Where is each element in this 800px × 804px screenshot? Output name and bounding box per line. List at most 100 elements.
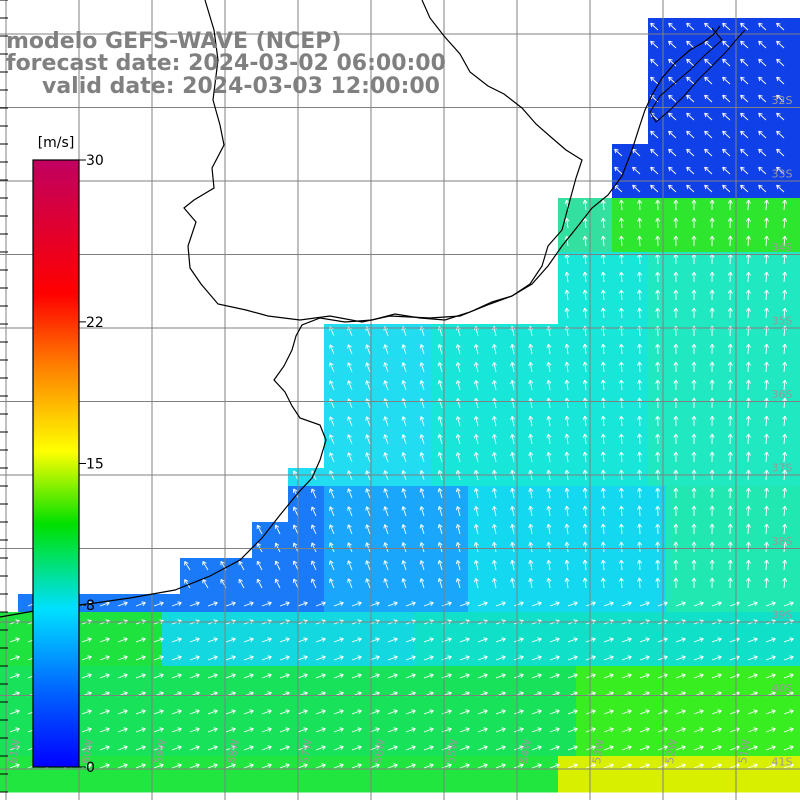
wind-cell: [162, 684, 181, 703]
wind-cell: [792, 540, 800, 559]
wind-cell: [144, 702, 163, 721]
wind-cell: [324, 630, 343, 649]
wind-cell: [270, 684, 289, 703]
wind-cell: [270, 540, 289, 559]
wind-cell: [702, 126, 721, 145]
wind-cell: [36, 774, 55, 793]
wind-cell: [198, 666, 217, 685]
wind-cell: [648, 180, 667, 199]
wind-cell: [396, 630, 415, 649]
wind-cell: [738, 342, 757, 361]
wind-cell: [234, 774, 253, 793]
wind-cell: [414, 756, 433, 775]
wind-cell: [468, 774, 487, 793]
wind-cell: [756, 54, 775, 73]
wind-cell: [756, 126, 775, 145]
wind-cell: [774, 504, 793, 523]
wind-cell: [630, 756, 649, 775]
wind-cell: [252, 612, 271, 631]
wind-cell: [702, 594, 721, 613]
wind-cell: [162, 774, 181, 793]
wind-cell: [486, 630, 505, 649]
wind-cell: [288, 540, 307, 559]
wind-cell: [504, 630, 523, 649]
wind-cell: [756, 108, 775, 127]
wind-cell: [666, 36, 685, 55]
wind-arrow: [438, 308, 442, 318]
wind-cell: [630, 162, 649, 181]
wind-cell: [738, 414, 757, 433]
wind-cell: [666, 612, 685, 631]
wind-cell: [648, 612, 667, 631]
wind-cell: [486, 702, 505, 721]
wind-cell: [198, 756, 217, 775]
wind-arrow: [311, 309, 316, 318]
wind-cell: [792, 216, 800, 235]
wind-cell: [774, 270, 793, 289]
wind-cell: [234, 594, 253, 613]
wind-cell: [630, 594, 649, 613]
wind-cell: [558, 774, 577, 793]
wind-cell: [324, 774, 343, 793]
wind-arrow: [529, 308, 533, 318]
wind-cell: [288, 666, 307, 685]
colorbar-tick-label: 22: [86, 315, 104, 331]
wind-cell: [792, 342, 800, 361]
wind-cell: [774, 180, 793, 199]
wind-cell: [468, 594, 487, 613]
wind-cell: [522, 666, 541, 685]
wind-cell: [414, 684, 433, 703]
wind-cell: [792, 306, 800, 325]
wind-cell: [684, 144, 703, 163]
wind-cell: [558, 720, 577, 739]
wind-cell: [126, 720, 145, 739]
wind-cell: [738, 234, 757, 253]
wind-cell: [792, 324, 800, 343]
wind-cell: [684, 126, 703, 145]
wind-cell: [378, 774, 397, 793]
wind-cell: [648, 126, 667, 145]
wind-cell: [648, 630, 667, 649]
wind-cell: [522, 630, 541, 649]
wind-cell: [684, 612, 703, 631]
wind-cell: [144, 630, 163, 649]
wind-cell: [666, 648, 685, 667]
wind-cell: [522, 774, 541, 793]
wind-cell: [324, 666, 343, 685]
wind-cell: [360, 630, 379, 649]
wind-cell: [360, 702, 379, 721]
wind-cell: [774, 36, 793, 55]
wind-cell: [594, 702, 613, 721]
wind-cell: [666, 90, 685, 109]
wind-cell: [432, 702, 451, 721]
wind-cell: [774, 486, 793, 505]
wind-cell: [594, 684, 613, 703]
wind-cell: [702, 72, 721, 91]
wind-cell: [738, 288, 757, 307]
wind-cell: [702, 612, 721, 631]
wind-cell: [108, 738, 127, 757]
wind-cell: [486, 612, 505, 631]
wind-cell: [324, 684, 343, 703]
wind-cell: [612, 702, 631, 721]
wind-cell: [558, 702, 577, 721]
wind-cell: [504, 666, 523, 685]
wind-cell: [108, 720, 127, 739]
wind-cell: [666, 144, 685, 163]
wind-cell: [180, 666, 199, 685]
wind-cell: [270, 738, 289, 757]
latitude-label: 33S: [772, 168, 793, 181]
wind-cell: [774, 144, 793, 163]
wind-cell: [684, 666, 703, 685]
wind-cell: [756, 432, 775, 451]
wind-cell: [306, 648, 325, 667]
wind-cell: [666, 774, 685, 793]
wind-cell: [774, 648, 793, 667]
wind-cell: [792, 72, 800, 91]
wind-cell: [738, 270, 757, 289]
wind-cell: [288, 774, 307, 793]
wind-cell: [612, 648, 631, 667]
wind-cell: [648, 648, 667, 667]
wind-cell: [648, 54, 667, 73]
wind-cell: [288, 594, 307, 613]
